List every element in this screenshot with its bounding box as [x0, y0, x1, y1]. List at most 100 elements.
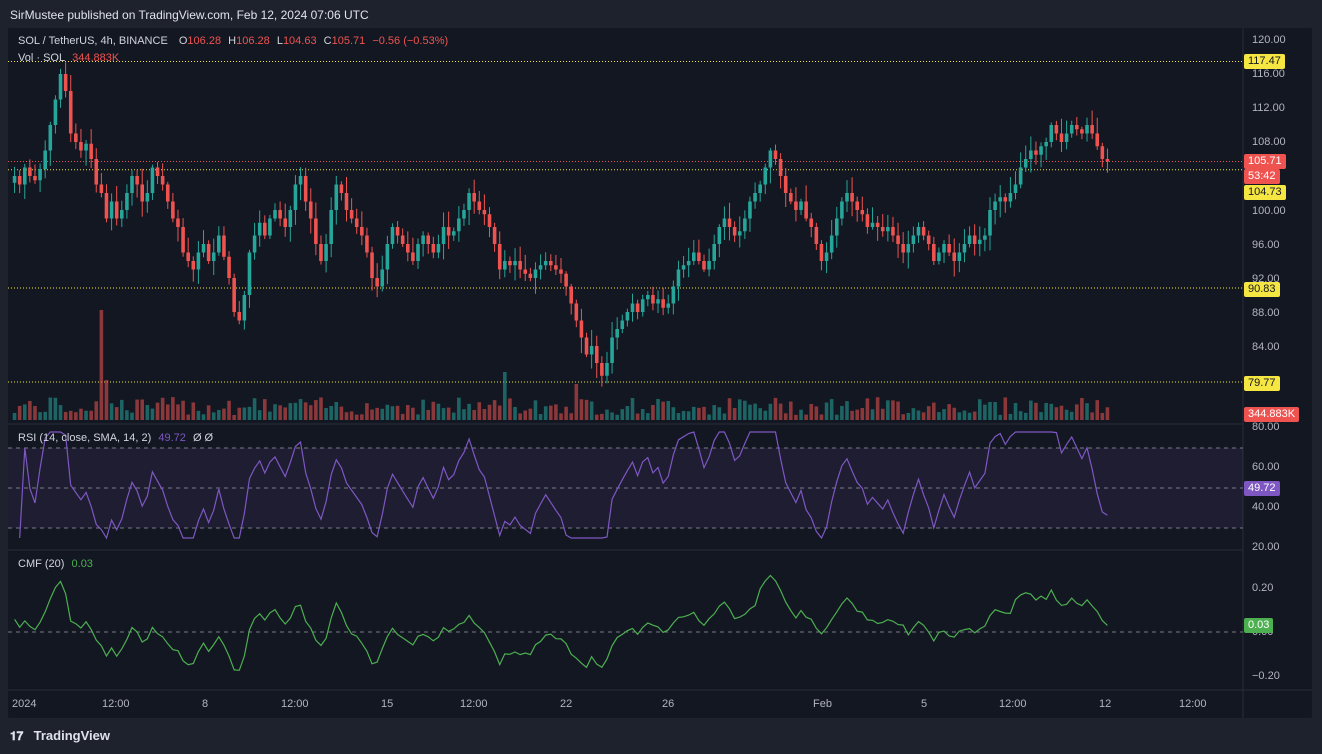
volume-bar [68, 410, 73, 420]
candle-body [53, 99, 58, 125]
candle-body [165, 184, 170, 202]
open-value: 106.28 [187, 35, 222, 47]
rsi-legend: RSI (14, close, SMA, 14, 2) 49.72 Ø Ø [18, 432, 217, 444]
volume-bar [625, 406, 630, 420]
candle-body [921, 227, 926, 236]
candle-body [743, 218, 747, 232]
time-tick: 12:00 [460, 698, 488, 710]
candle-body [1039, 146, 1043, 155]
candle-body [1090, 125, 1094, 134]
candle-body [865, 214, 870, 227]
volume-bar [457, 397, 461, 420]
candle-body [513, 261, 517, 266]
volume-bar [1080, 397, 1084, 420]
volume-bar [150, 408, 155, 420]
candle-body [983, 235, 987, 240]
candle-body [717, 227, 722, 244]
volume-bar [717, 407, 722, 420]
volume-bar [416, 414, 420, 420]
candle-body [181, 227, 185, 253]
volume-bar [354, 414, 359, 420]
cmf-tick: −0.20 [1252, 670, 1280, 682]
candle-body [666, 303, 671, 308]
volume-bar [681, 410, 686, 420]
volume-bar [451, 412, 456, 420]
volume-bar [263, 399, 267, 420]
candle-body [651, 295, 655, 304]
rsi-value: 49.72 [158, 432, 186, 444]
time-tick: 2024 [12, 698, 37, 710]
candle-body [957, 252, 962, 261]
candle-body [206, 244, 211, 261]
candle-body [160, 176, 165, 185]
candle-body [303, 176, 308, 202]
candle-body [962, 244, 967, 253]
candle-body [850, 193, 854, 202]
volume-bar [160, 397, 165, 420]
candle-body [834, 218, 839, 236]
volume-bar [339, 406, 344, 420]
volume-bar [1029, 400, 1033, 420]
candle-body [528, 273, 533, 278]
grid [8, 28, 1312, 718]
candle-body [370, 252, 374, 278]
tradingview-logo-icon: 𝟏𝟕 [10, 729, 24, 743]
volume-bar [630, 398, 635, 420]
candle-body [84, 143, 88, 151]
volume-bar [232, 414, 236, 420]
candle-body [278, 210, 282, 219]
candle-body [1044, 142, 1048, 147]
chart-frame[interactable] [8, 28, 1312, 718]
volume-bar [860, 408, 865, 420]
candle-body [977, 239, 982, 244]
volume-bar [176, 404, 180, 420]
price-tick: 116.00 [1252, 68, 1285, 80]
candles [12, 62, 1110, 387]
candle-body [574, 303, 579, 321]
volume-bar [773, 397, 778, 420]
candle-body [273, 210, 277, 219]
volume-bar [288, 403, 293, 420]
volume-bar [732, 408, 737, 420]
candle-body [625, 312, 630, 321]
volume-bar [58, 405, 63, 420]
candle-body [462, 210, 466, 219]
candle-body [1064, 133, 1069, 142]
volume-bar [676, 413, 681, 420]
candle-body [789, 193, 793, 202]
candle-body [860, 210, 865, 215]
time-tick: 12:00 [281, 698, 309, 710]
candle-body [656, 299, 660, 304]
volume-bar [737, 399, 742, 420]
candle-body [1029, 150, 1033, 159]
candle-body [329, 210, 333, 244]
candle-body [1013, 184, 1018, 193]
candle-body [891, 227, 895, 236]
candle-body [155, 167, 160, 176]
candle-body [114, 201, 119, 219]
candle-body [758, 184, 762, 193]
volume-bar [477, 402, 482, 420]
volume-bar [252, 398, 257, 420]
candle-body [1085, 125, 1089, 134]
volume-bar [947, 404, 951, 420]
candle-body [589, 346, 594, 355]
change-value: −0.56 (−0.53%) [372, 35, 449, 47]
volume-bar [998, 414, 1002, 420]
volume-bar [472, 410, 476, 420]
volume-bar [967, 412, 972, 420]
candle-body [594, 346, 599, 363]
volume-bar [99, 310, 104, 420]
volume-bar [426, 409, 431, 420]
tradingview-brand[interactable]: 𝟏𝟕 TradingView [10, 728, 110, 744]
candle-body [385, 244, 390, 270]
volume-bar [431, 401, 436, 420]
rsi-tick: 60.00 [1252, 461, 1280, 473]
high-label: H [228, 35, 237, 47]
candle-body [809, 218, 814, 227]
candle-body [671, 286, 676, 304]
volume-bar [334, 402, 339, 420]
candle-body [548, 261, 553, 266]
volume-bar [891, 400, 895, 420]
